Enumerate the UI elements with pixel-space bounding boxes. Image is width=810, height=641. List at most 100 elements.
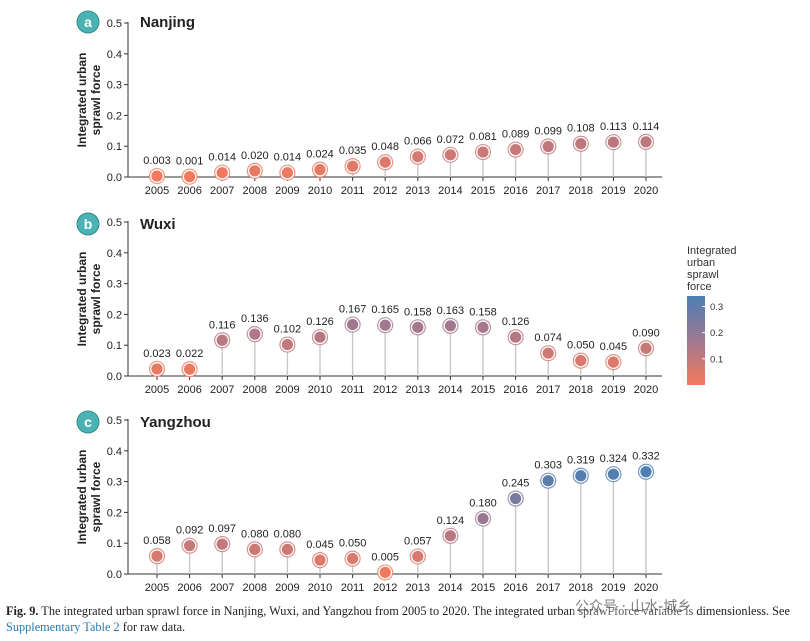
legend-tick-label: 0.2 [710, 328, 723, 339]
y-axis-label-line2: sprawl force [89, 263, 103, 334]
x-tick-label: 2018 [569, 582, 593, 594]
lollipop-point [347, 553, 359, 565]
data-label: 0.102 [274, 324, 302, 336]
x-tick-label: 2008 [243, 384, 267, 396]
y-axis-label-line1: Integrated urban [75, 450, 89, 545]
legend-title: urban [687, 257, 715, 269]
lollipop-point [412, 151, 424, 163]
data-label: 0.114 [633, 121, 660, 133]
y-axis-label-line2: sprawl force [89, 461, 103, 532]
lollipop-point [379, 566, 391, 579]
legend-tick-label: 0.1 [710, 354, 723, 365]
x-tick-label: 2017 [536, 185, 560, 197]
data-label: 0.092 [176, 525, 204, 537]
x-tick-label: 2006 [177, 384, 201, 396]
x-tick-label: 2020 [634, 582, 658, 594]
lollipop-point [640, 342, 652, 354]
x-tick-label: 2014 [438, 582, 462, 594]
x-tick-label: 2019 [601, 185, 625, 197]
y-tick-label: 0.5 [107, 18, 122, 30]
data-label: 0.089 [502, 129, 530, 141]
panel-title: Yangzhou [140, 414, 211, 431]
data-label: 0.045 [306, 539, 334, 551]
data-label: 0.113 [600, 121, 627, 133]
x-tick-label: 2012 [373, 384, 397, 396]
data-label: 0.001 [176, 156, 204, 168]
panel-title: Nanjing [140, 14, 195, 31]
data-label: 0.167 [339, 304, 367, 316]
data-label: 0.319 [567, 455, 595, 467]
legend-title: Integrated [687, 245, 737, 257]
watermark: 公众号 · 山水-城乡 [572, 596, 695, 616]
data-label: 0.020 [241, 150, 269, 162]
x-tick-label: 2005 [145, 185, 169, 197]
x-tick-label: 2020 [634, 185, 658, 197]
y-tick-label: 0.0 [107, 569, 122, 581]
lollipop-point [640, 136, 652, 148]
lollipop-point [607, 136, 620, 148]
x-tick-label: 2010 [308, 582, 332, 594]
panel-letter-badge [76, 10, 100, 34]
y-tick-label: 0.2 [107, 110, 122, 122]
lollipop-point [216, 538, 228, 550]
lollipop-point [184, 363, 196, 375]
x-tick-label: 2017 [536, 582, 560, 594]
lollipop-point [412, 321, 424, 333]
data-label: 0.074 [534, 332, 562, 344]
x-tick-label: 2005 [145, 582, 169, 594]
lollipop-point [314, 164, 326, 176]
lollipop-point [509, 143, 522, 156]
data-label: 0.126 [306, 316, 334, 328]
x-tick-label: 2005 [145, 384, 169, 396]
lollipop-point [347, 318, 359, 331]
lollipop-point [444, 530, 456, 542]
y-axis-label-line1: Integrated urban [75, 53, 89, 148]
x-tick-label: 2008 [243, 185, 267, 197]
x-tick-label: 2020 [634, 384, 658, 396]
lollipop-point [542, 347, 554, 359]
data-label: 0.163 [437, 305, 465, 317]
y-tick-label: 0.4 [107, 446, 122, 458]
x-tick-label: 2009 [275, 384, 299, 396]
x-tick-label: 2010 [308, 185, 332, 197]
lollipop-point [314, 554, 326, 566]
lollipop-point [444, 320, 456, 332]
lollipop-point [575, 138, 587, 150]
data-label: 0.324 [600, 453, 628, 465]
caption-label: Fig. 9. [6, 604, 39, 618]
lollipop-point [575, 355, 587, 367]
x-tick-label: 2006 [177, 185, 201, 197]
y-tick-label: 0.0 [107, 172, 122, 184]
data-label: 0.048 [371, 141, 399, 153]
y-tick-label: 0.2 [107, 507, 122, 519]
lollipop-point [281, 338, 293, 351]
lollipop-point [379, 319, 391, 331]
lollipop-point [575, 470, 587, 482]
data-label: 0.005 [371, 551, 399, 563]
y-tick-label: 0.1 [107, 141, 122, 153]
legend-title: sprawl [687, 269, 719, 281]
data-label: 0.066 [404, 136, 432, 148]
lollipop-point [151, 363, 163, 375]
lollipop-point [607, 356, 620, 368]
supplementary-table-link[interactable]: Supplementary Table 2 [6, 620, 120, 634]
lollipop-point [216, 167, 228, 179]
lollipop-point [151, 170, 163, 182]
data-label: 0.050 [567, 340, 595, 352]
x-tick-label: 2015 [471, 384, 495, 396]
lollipop-point [379, 156, 391, 168]
data-label: 0.099 [534, 126, 562, 138]
data-label: 0.090 [632, 327, 660, 339]
data-label: 0.245 [502, 478, 530, 490]
y-tick-label: 0.1 [107, 340, 122, 352]
lollipop-point [281, 543, 293, 555]
x-tick-label: 2015 [471, 582, 495, 594]
data-label: 0.014 [208, 152, 236, 164]
data-label: 0.108 [567, 123, 595, 135]
y-tick-label: 0.4 [107, 248, 122, 260]
lollipop-point [184, 171, 196, 183]
data-label: 0.050 [339, 538, 367, 550]
x-tick-label: 2007 [210, 384, 234, 396]
lollipop-point [347, 160, 359, 172]
